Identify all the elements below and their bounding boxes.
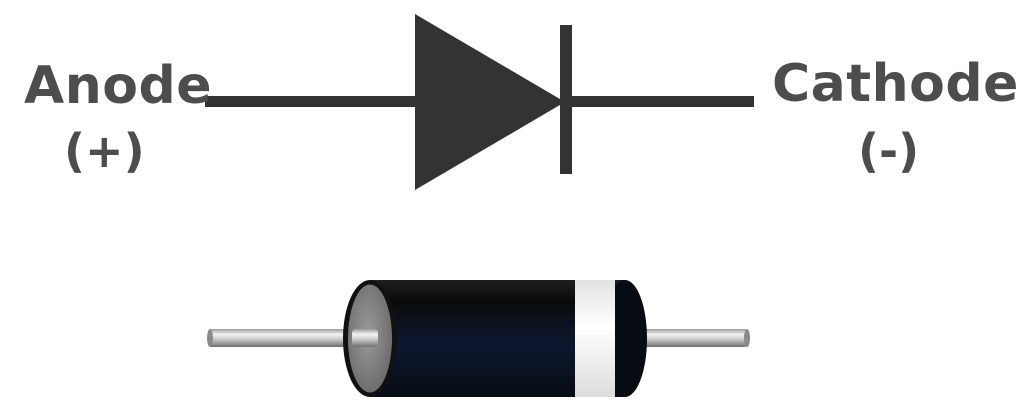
diode-body [343, 280, 647, 397]
anode-label: Anode [24, 56, 212, 116]
cathode-lead [630, 329, 750, 347]
anode-polarity-label: (+) [64, 124, 145, 178]
cathode-polarity-label: (-) [858, 124, 920, 178]
cathode-band [575, 280, 615, 397]
anode-lead [207, 329, 388, 347]
cathode-wire [568, 96, 754, 107]
diode-triangle [415, 14, 565, 190]
anode-wire [205, 96, 417, 107]
cathode-label: Cathode [772, 54, 1016, 114]
cathode-bar [560, 25, 572, 174]
